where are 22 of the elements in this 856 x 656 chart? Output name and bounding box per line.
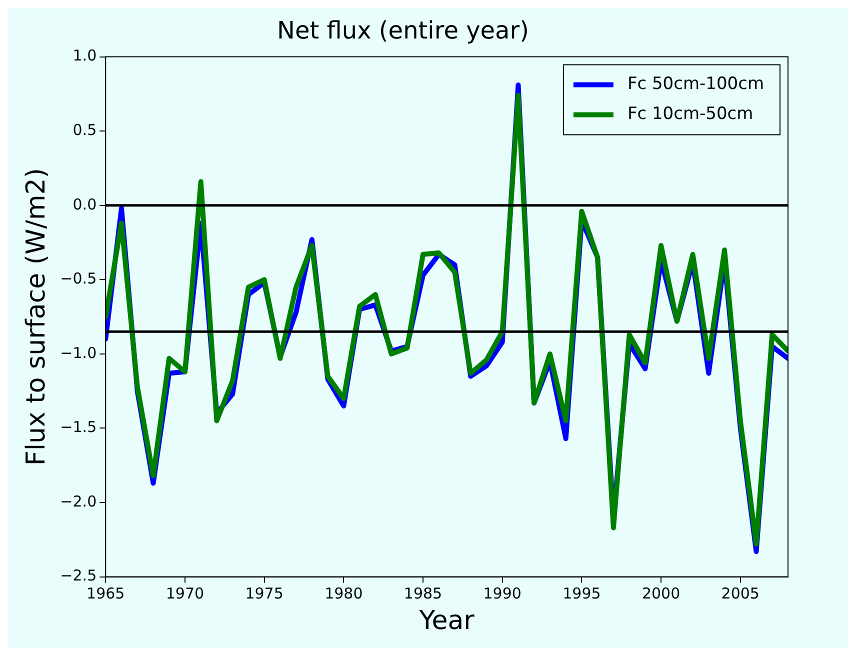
y-axis-title: Flux to surface (W/m2) [21, 168, 52, 466]
chart-title: Net flux (entire year) [277, 16, 529, 45]
y-tick-label: −0.5 [60, 270, 97, 288]
legend-label: Fc 10cm-50cm [627, 104, 754, 124]
legend-label: Fc 50cm-100cm [627, 74, 764, 94]
x-tick-label: 1970 [166, 584, 204, 603]
y-tick-label: 1.0 [72, 46, 97, 65]
x-tick-label: 2005 [721, 584, 760, 603]
x-tick-label: 1990 [483, 584, 522, 603]
x-axis-title: Year [418, 606, 475, 636]
y-tick-label: −2.5 [60, 566, 97, 585]
x-tick-label: 1995 [562, 584, 601, 603]
x-tick-label: 1965 [86, 584, 125, 603]
x-tick-label: 2000 [642, 584, 680, 603]
y-tick-label: 0.5 [72, 120, 97, 139]
y-tick-label: −1.5 [60, 418, 97, 436]
x-tick-label: 1985 [404, 584, 442, 603]
x-tick-label: 1975 [245, 584, 284, 603]
y-tick-label: −2.0 [60, 492, 97, 510]
y-tick-label: 0.0 [72, 195, 97, 214]
x-tick-label: 1980 [324, 584, 363, 603]
y-tick-label: −1.0 [60, 344, 97, 362]
